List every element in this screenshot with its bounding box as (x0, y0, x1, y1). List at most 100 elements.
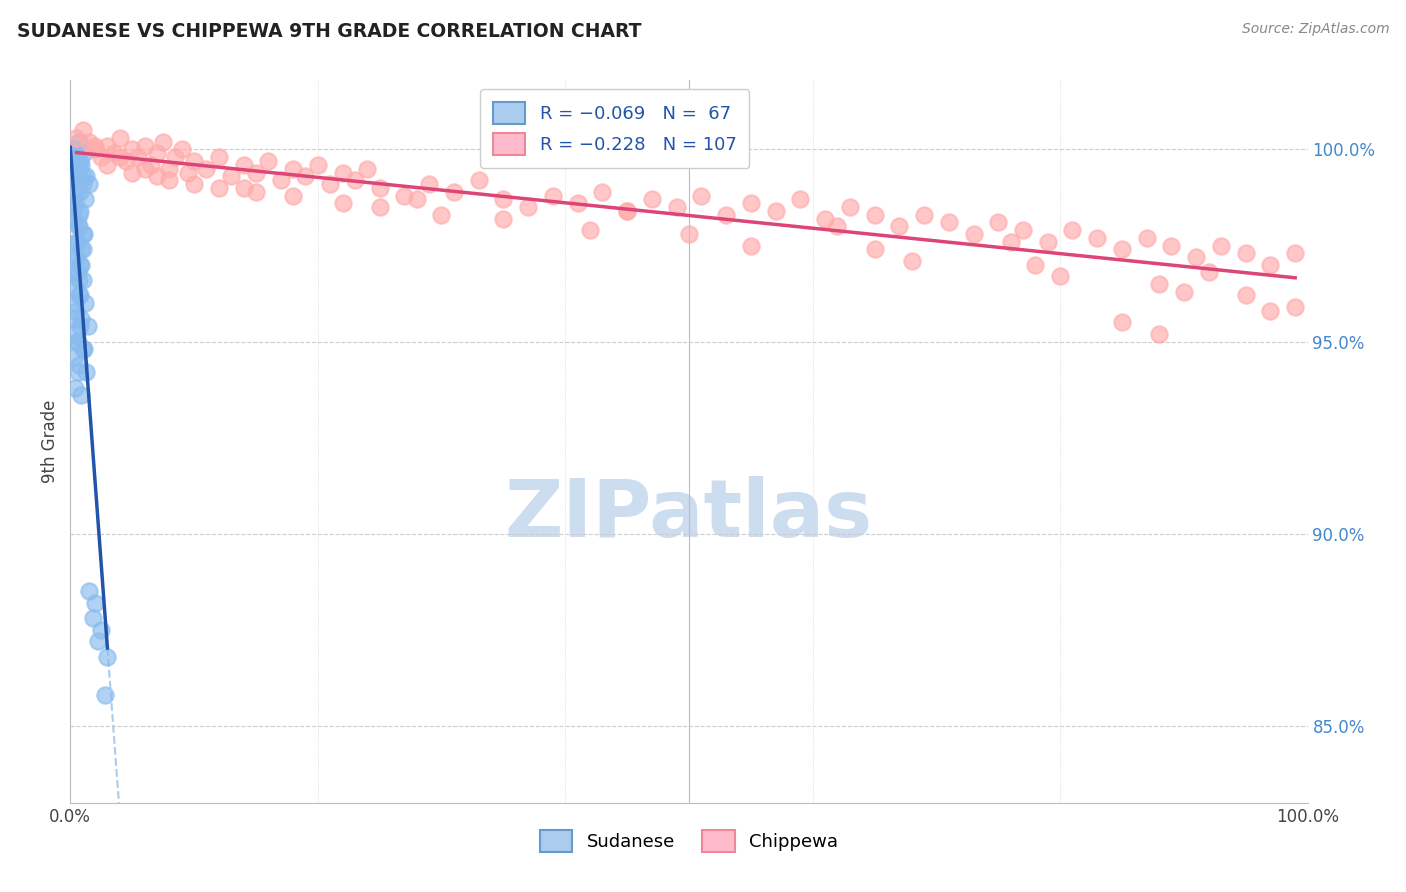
Point (108, 131, 131, 145)
Point (1111, 243, 1133, 257)
Point (73, 343, 96, 357)
Point (281, 188, 304, 202)
Text: Source: ZipAtlas.com: Source: ZipAtlas.com (1241, 22, 1389, 37)
Point (139, 158, 162, 172)
Point (1234, 288, 1257, 302)
Point (90, 623, 112, 637)
Point (70, 158, 93, 172)
Point (814, 211, 837, 226)
Point (492, 193, 515, 207)
Point (72, 169, 94, 184)
Point (319, 177, 342, 191)
Point (77, 584, 100, 599)
Point (65, 381, 87, 395)
Point (67, 208, 90, 222)
Point (863, 243, 886, 257)
Point (63, 265, 86, 279)
Point (616, 203, 638, 218)
Text: ZIPatlas: ZIPatlas (505, 475, 873, 554)
Point (1147, 277, 1170, 291)
Point (1062, 223, 1084, 237)
Point (1209, 238, 1232, 252)
Point (67, 358, 90, 372)
Point (208, 150, 231, 164)
Point (232, 181, 254, 195)
Point (73, 227, 96, 241)
Point (1049, 269, 1071, 284)
Point (678, 227, 700, 241)
Point (157, 161, 180, 176)
Point (332, 165, 354, 179)
Point (66, 265, 89, 279)
Point (714, 208, 737, 222)
Point (76, 319, 98, 334)
Point (69, 185, 91, 199)
Point (591, 185, 613, 199)
Point (65, 250, 87, 264)
Point (72, 343, 94, 357)
Point (65, 235, 87, 249)
Point (443, 185, 465, 199)
Point (183, 153, 205, 168)
Point (245, 165, 267, 179)
Point (1147, 326, 1170, 341)
Point (343, 173, 366, 187)
Point (75, 193, 97, 207)
Point (65, 334, 87, 349)
Point (75, 296, 97, 310)
Point (962, 227, 984, 241)
Point (467, 173, 489, 187)
Point (65, 311, 87, 326)
Point (332, 196, 354, 211)
Point (70, 388, 93, 402)
Point (77, 177, 100, 191)
Point (356, 161, 378, 176)
Point (134, 138, 156, 153)
Point (1198, 265, 1220, 279)
Point (405, 193, 427, 207)
Point (66, 334, 89, 349)
Point (65, 304, 87, 318)
Point (65, 150, 87, 164)
Point (67, 288, 90, 302)
Point (665, 200, 688, 214)
Point (368, 181, 391, 195)
Point (368, 200, 391, 214)
Point (96, 649, 118, 664)
Point (67, 273, 90, 287)
Point (66, 219, 89, 234)
Point (72, 123, 94, 137)
Point (65, 143, 87, 157)
Point (72, 227, 94, 241)
Point (1260, 304, 1282, 318)
Point (65, 131, 87, 145)
Point (165, 150, 187, 164)
Point (1160, 238, 1182, 252)
Point (121, 143, 143, 157)
Point (72, 243, 94, 257)
Y-axis label: 9th Grade: 9th Grade (41, 400, 59, 483)
Legend: Sudanese, Chippewa: Sudanese, Chippewa (533, 822, 845, 859)
Point (82, 611, 104, 625)
Point (65, 281, 87, 295)
Point (418, 177, 440, 191)
Point (62, 326, 84, 341)
Point (1085, 231, 1108, 245)
Point (69, 258, 91, 272)
Point (66, 235, 89, 249)
Point (103, 146, 125, 161)
Point (232, 158, 254, 172)
Point (1136, 231, 1159, 245)
Point (195, 161, 218, 176)
Point (307, 158, 329, 172)
Point (134, 161, 156, 176)
Point (1012, 223, 1035, 237)
Point (63, 161, 86, 176)
Point (208, 181, 231, 195)
Point (1036, 235, 1059, 249)
Point (84, 143, 107, 157)
Point (84, 138, 107, 153)
Point (115, 153, 138, 168)
Point (65, 185, 87, 199)
Point (183, 177, 205, 191)
